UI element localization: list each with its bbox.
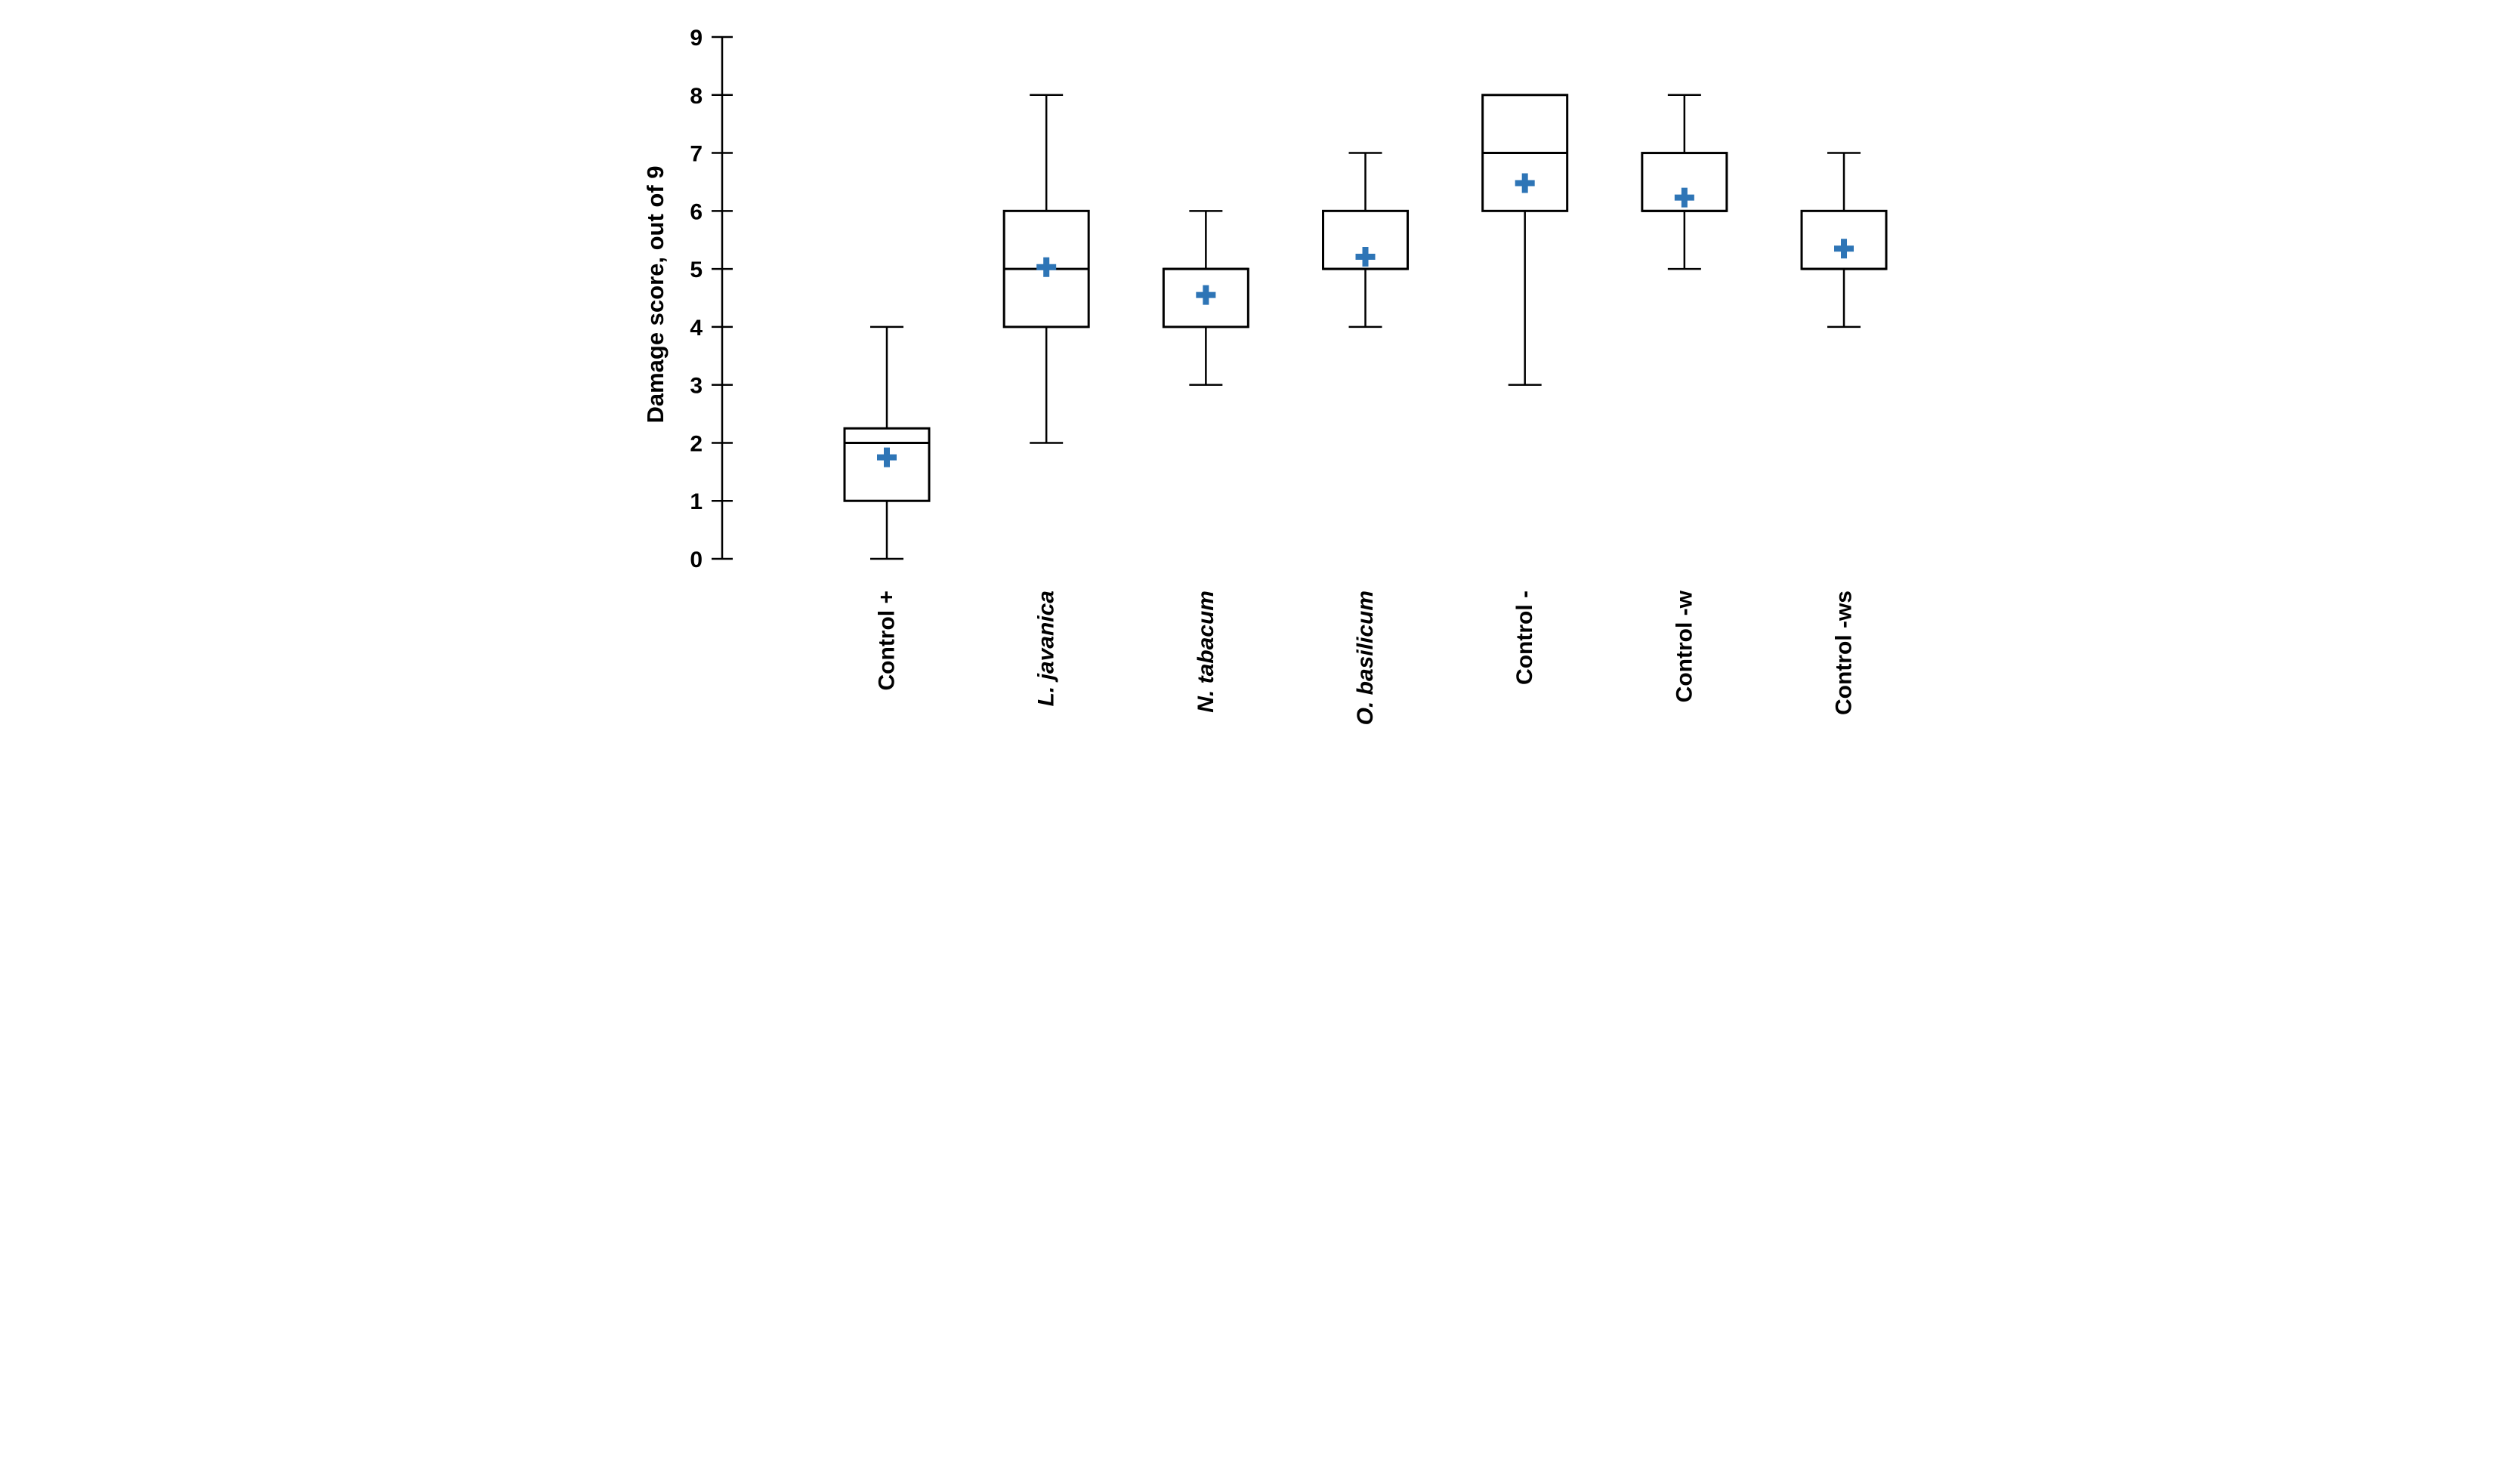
y-tick-label: 8 <box>690 84 703 109</box>
plot-area: 0 1 2 3 4 5 6 7 8 9 Control + L. javanica N. tabacum… <box>690 26 1888 725</box>
mean-plus-marker <box>877 447 897 467</box>
y-tick-label: 7 <box>690 142 703 167</box>
mean-plus-marker <box>1674 187 1694 208</box>
category-label: N. tabacum <box>1194 591 1218 713</box>
y-tick-label: 3 <box>690 374 703 399</box>
box-group: N. tabacum <box>1162 210 1249 713</box>
box-group: Control -ws <box>1800 152 1888 715</box>
category-label: Control + <box>875 591 900 691</box>
box-group: L. javanica <box>1002 94 1090 706</box>
y-tick-label: 2 <box>690 431 703 456</box>
y-tick-label: 5 <box>690 258 703 282</box>
y-tick-label: 6 <box>690 199 703 224</box>
y-tick-label: 4 <box>690 316 703 341</box>
category-label: Control - <box>1512 591 1537 685</box>
box-group: O. basilicum <box>1322 152 1410 725</box>
mean-plus-marker <box>1355 246 1376 267</box>
y-tick-label: 9 <box>690 26 703 51</box>
mean-plus-marker <box>1515 173 1535 193</box>
boxplot-chart: Damage score, out of 9 0 1 2 3 4 5 6 7 8 9 Control… <box>630 0 1890 731</box>
category-label: Control -w <box>1672 590 1697 702</box>
box-group: Control -w <box>1641 94 1728 702</box>
box-group: Control + <box>843 325 931 691</box>
mean-plus-marker <box>1834 239 1854 259</box>
boxplot-svg: Damage score, out of 9 0 1 2 3 4 5 6 7 8 9 Control… <box>642 26 1888 725</box>
category-label: L. javanica <box>1034 591 1059 706</box>
category-label: Control -ws <box>1832 591 1857 715</box>
y-axis-title: Damage score, out of 9 <box>642 165 669 423</box>
y-tick-label: 1 <box>690 489 703 514</box>
mean-plus-marker <box>1196 285 1216 305</box>
y-tick-label: 0 <box>690 547 703 572</box>
mean-plus-marker <box>1036 257 1057 277</box>
box-group: Control - <box>1481 94 1569 685</box>
category-label: O. basilicum <box>1353 591 1378 725</box>
